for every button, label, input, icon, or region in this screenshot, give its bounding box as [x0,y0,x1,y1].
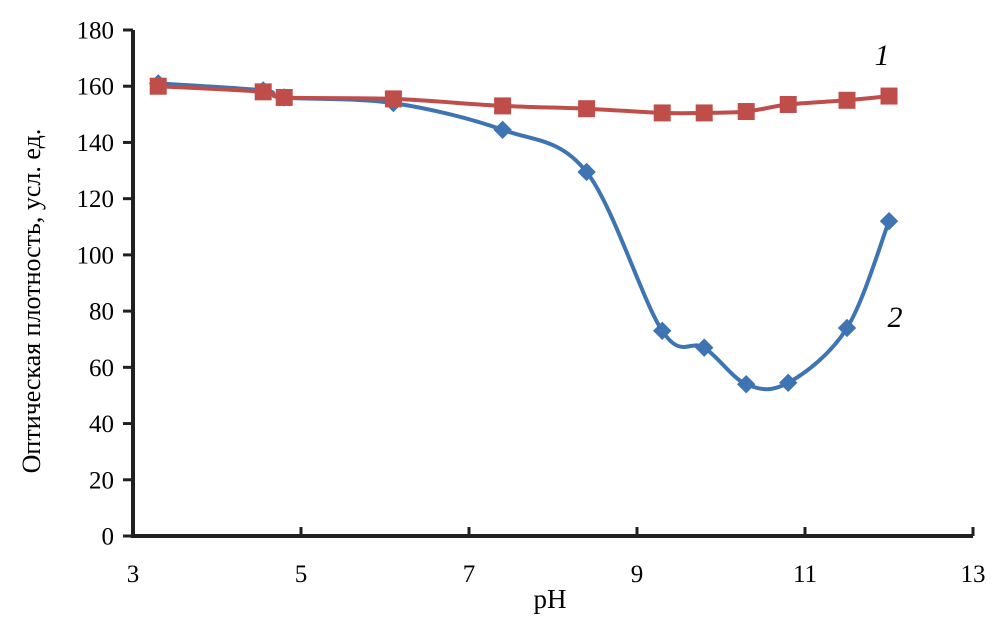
series-2-diamond-marker [837,318,857,338]
y-tick-label: 0 [102,524,115,551]
y-tick-label: 160 [77,74,115,101]
series-1-square-marker [695,104,713,122]
series-1-square-marker [275,88,293,106]
x-tick-label: 5 [295,561,308,588]
series-1-square-marker [737,103,755,121]
x-tick-label: 9 [631,561,644,588]
y-tick-label: 140 [77,130,115,157]
y-tick-label: 100 [77,242,115,269]
y-tick-label: 120 [77,186,115,213]
series-1-square-marker [653,104,671,122]
x-tick-label: 11 [793,561,817,588]
series-2-diamond-marker [694,338,714,357]
series-2-diamond-marker [879,211,899,231]
y-tick-label: 60 [89,355,114,382]
y-tick-label: 180 [77,18,115,45]
series-1-square-marker [578,100,596,118]
series-2-diamond-marker [652,321,672,340]
series-1-square-marker [254,83,272,101]
series-2-line [156,81,891,392]
series-1-square-marker [779,95,797,113]
series-2-label: 2 [887,301,903,334]
series-1-square-marker [494,97,512,115]
y-axis-title: Оптическая плотность, усл. ед. [17,128,46,474]
series-2-diamond-marker [577,162,596,182]
series-2-diamond-marker [736,374,756,394]
x-tick-label: 13 [961,561,986,588]
series-2-diamond-marker [778,373,798,393]
y-tick-label: 20 [89,467,114,494]
y-tick-label: 40 [89,411,114,438]
x-tick-label: 3 [127,561,140,588]
series-1-square-marker [149,77,167,95]
series-1-square-marker [384,90,402,108]
x-axis-title: pH [533,584,567,614]
series-1-square-marker [838,91,856,109]
x-tick-label: 7 [463,561,476,588]
series-1-label: 1 [874,39,890,72]
y-tick-label: 80 [89,299,114,326]
series-2-diamond-marker [493,120,512,140]
series-1-square-marker [880,87,898,105]
